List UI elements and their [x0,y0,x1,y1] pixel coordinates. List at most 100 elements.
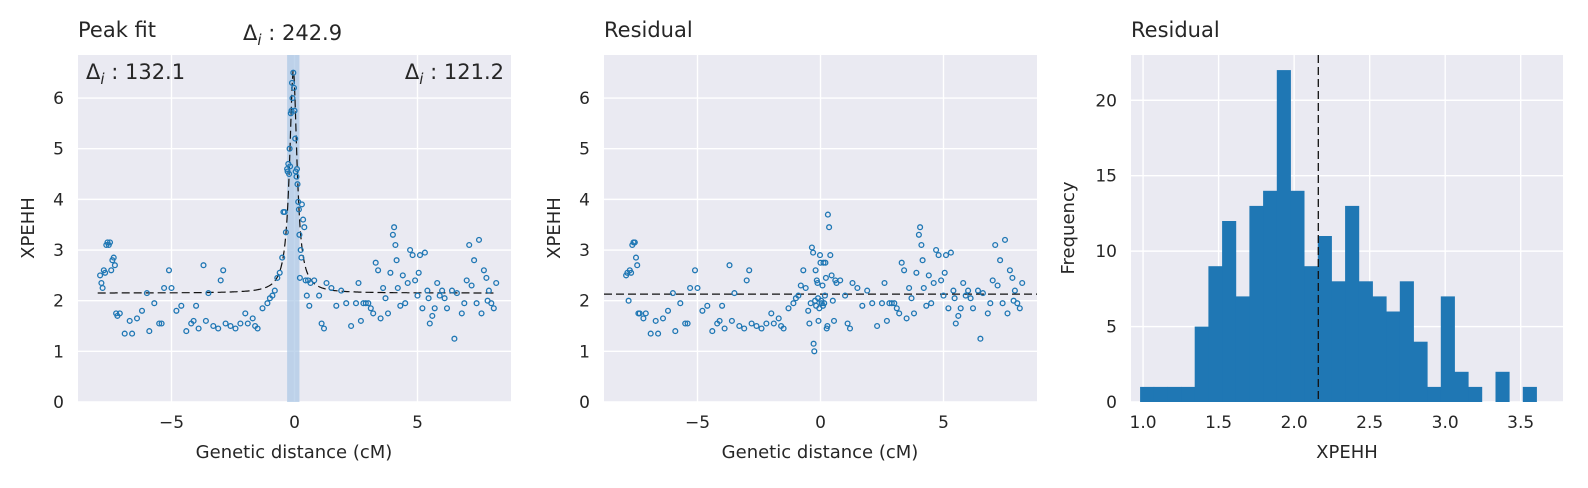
data-point [763,320,770,327]
data-point [923,302,930,309]
data-point [721,325,728,332]
data-point [1001,236,1009,243]
data-point [821,300,828,307]
data-point [269,292,276,299]
data-point [743,277,750,284]
y-tick-label: 5 [1106,318,1117,338]
data-point [301,224,308,231]
data-point [471,257,478,264]
data-point [320,325,328,332]
data-point [731,290,738,297]
y-tick-label: 4 [579,190,590,210]
data-point [357,317,364,324]
x-tick-label: 0 [289,413,300,433]
data-point [274,274,281,281]
data-point [129,330,136,337]
data-point [391,224,398,231]
data-point [802,284,809,292]
histogram-bar [1153,386,1168,402]
data-point [249,315,256,322]
y-tick-label: 0 [579,393,590,413]
data-point [822,259,829,266]
x-axis-label-residual-histogram: XPEHH [1316,442,1378,463]
data-point [807,300,814,307]
data-point [938,277,945,284]
data-point [202,317,209,324]
data-point [116,310,123,317]
data-point [99,284,106,292]
data-point [210,322,217,330]
data-point [812,267,819,274]
data-point [291,107,298,114]
data-point [475,236,483,243]
data-point [849,279,856,287]
data-point [290,69,297,76]
y-tick-label: 0 [1106,393,1117,413]
y-tick-label: 0 [53,393,64,413]
data-point [232,325,239,332]
x-tick-label: −5 [685,413,710,433]
data-point [1019,279,1026,287]
data-point [878,300,886,307]
data-point [316,292,323,299]
delta-center-annotation: Δi : 242.9 [243,21,342,49]
data-point [276,269,283,276]
data-point [323,279,330,287]
delta-left-annotation: Δi : 132.1 [86,60,185,88]
data-point [362,300,369,307]
y-ticks-peak-fit: 0 1 2 3 4 5 6 [53,89,64,413]
data-point [920,284,927,292]
data-point [699,307,706,314]
data-point [1011,287,1018,294]
data-point [935,252,942,259]
y-tick-label: 3 [53,241,64,261]
data-point [918,241,925,249]
x-ticks-residual-scatter: −5 0 5 [685,413,949,433]
data-point [384,310,392,317]
data-point [490,305,497,312]
data-point [728,317,735,324]
data-point [431,305,438,312]
data-point [684,320,691,327]
data-point [811,348,818,355]
data-point [669,290,676,297]
data-point [264,300,271,307]
data-point [126,317,133,324]
data-point [404,279,411,287]
data-point [785,305,792,312]
delta-right-annotation: Δi : 121.2 [405,60,504,88]
title-residual-scatter: Residual [604,18,693,42]
data-point [967,295,974,302]
data-point [928,300,935,307]
data-point [917,224,924,231]
data-point [483,274,490,281]
y-tick-label: 4 [53,190,64,210]
data-point [205,290,212,297]
data-point [294,181,301,188]
histogram-bar [1194,326,1209,402]
data-point [893,305,900,312]
data-point [352,300,360,307]
data-point [297,246,304,254]
data-point [997,257,1004,264]
data-point [333,302,340,309]
data-point [146,328,153,335]
data-point [822,274,829,281]
data-point [625,297,632,304]
data-point [300,216,307,223]
data-point [158,320,165,327]
data-point [298,201,305,208]
x-tick-label: 3.0 [1432,413,1459,433]
data-point [244,320,251,327]
data-point [412,277,419,284]
data-point [992,241,999,249]
data-point [659,315,667,322]
y-tick-label: 10 [1095,242,1117,262]
data-point [151,300,158,307]
data-point [293,165,301,173]
data-point [485,287,492,294]
data-point [844,320,851,327]
data-point [925,272,932,279]
title-peak-fit: Peak fit [78,18,156,42]
